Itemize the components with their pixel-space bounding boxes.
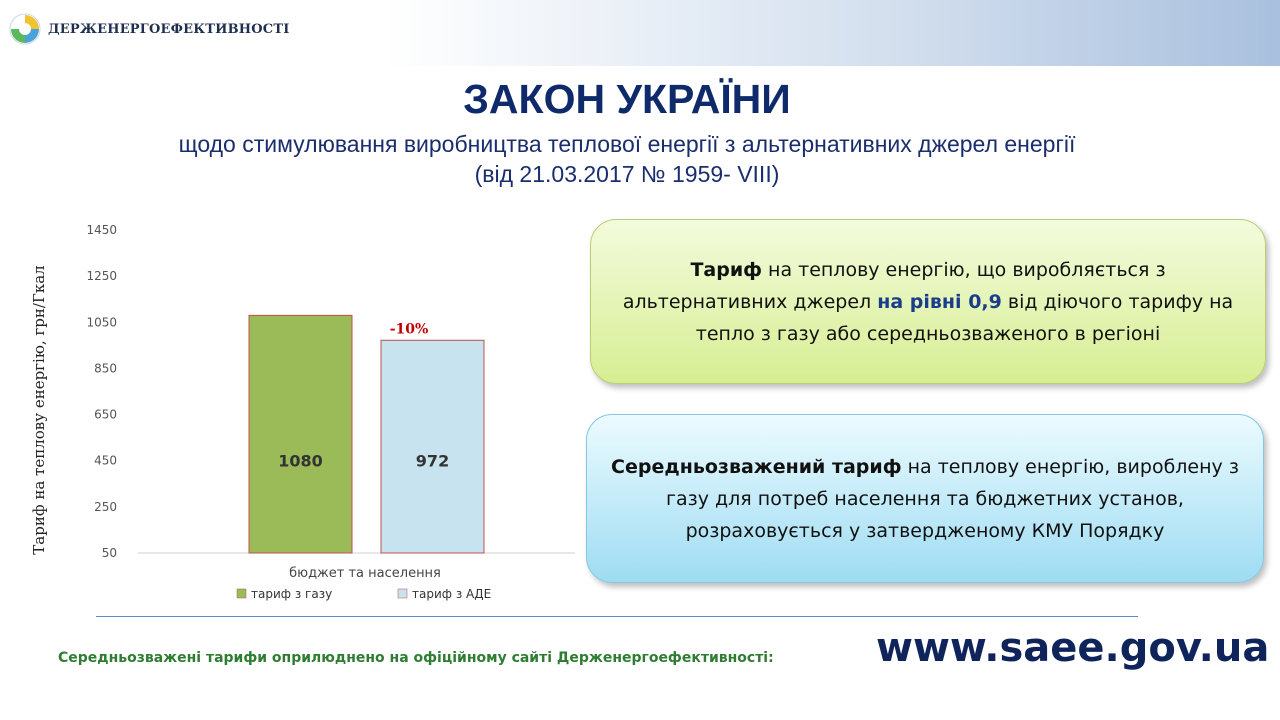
y-tick-label: 250 [94,500,117,514]
weighted-tariff-text: на теплову енергію, вироблену з газу для… [666,455,1239,542]
tariff-bar-chart: Тариф на теплову енергію, грн/Гкал 50 250… [30,223,575,601]
tariff-note-strong: Тариф [690,258,762,281]
y-tick-label: 1250 [86,269,117,283]
y-tick-label: 1050 [86,315,117,329]
logo-icon [9,13,41,45]
page-subtitle: щодо стимулювання виробництва теплової е… [0,129,1254,189]
bar-value-label: 972 [416,452,449,471]
footer-divider [96,616,1138,617]
subtitle-line-1: щодо стимулювання виробництва теплової е… [178,131,1076,157]
change-annotation: -10% [390,321,429,337]
legend-label: тариф з газу [251,587,332,601]
y-tick-label: 1450 [86,223,117,237]
y-axis-label: Тариф на теплову енергію, грн/Гкал [30,265,48,554]
legend-swatch [236,588,247,599]
y-tick-label: 650 [94,408,117,422]
weighted-tariff-strong: Середньозважений тариф [611,455,902,478]
weighted-tariff-box: Середньозважений тариф на теплову енергі… [586,414,1264,583]
logo: ДЕРЖЕНЕРГОЕФЕКТИВНОСТІ [8,12,290,46]
tariff-note-text-2: від діючого тарифу на тепло з газу або с… [695,290,1234,345]
tariff-note-highlight: на рівні 0,9 [877,290,1002,313]
category-label: бюджет та населення [289,566,441,581]
header-band [0,0,1280,66]
bar [380,339,485,554]
bar [248,314,353,554]
y-tick-label: 50 [102,546,117,560]
tariff-note-box: Тариф на теплову енергію, що виробляєтьс… [590,219,1266,384]
page-title: ЗАКОН УКРАЇНИ [463,76,791,122]
subtitle-line-2: (від 21.03.2017 № 1959- VIII) [474,161,780,187]
bar-value-label: 1080 [278,452,323,471]
legend-label: тариф з АДЕ [412,587,491,601]
legend-swatch [397,588,408,599]
footer-text: Середньозважені тарифи оприлюднено на оф… [58,650,774,666]
website-link[interactable]: www.saee.gov.ua [876,625,1270,671]
y-tick-label: 450 [94,454,117,468]
org-name: ДЕРЖЕНЕРГОЕФЕКТИВНОСТІ [48,21,290,37]
tariff-note-text-1: на теплову енергію, що виробляється з ал… [622,258,1166,313]
y-tick-label: 850 [94,361,117,375]
